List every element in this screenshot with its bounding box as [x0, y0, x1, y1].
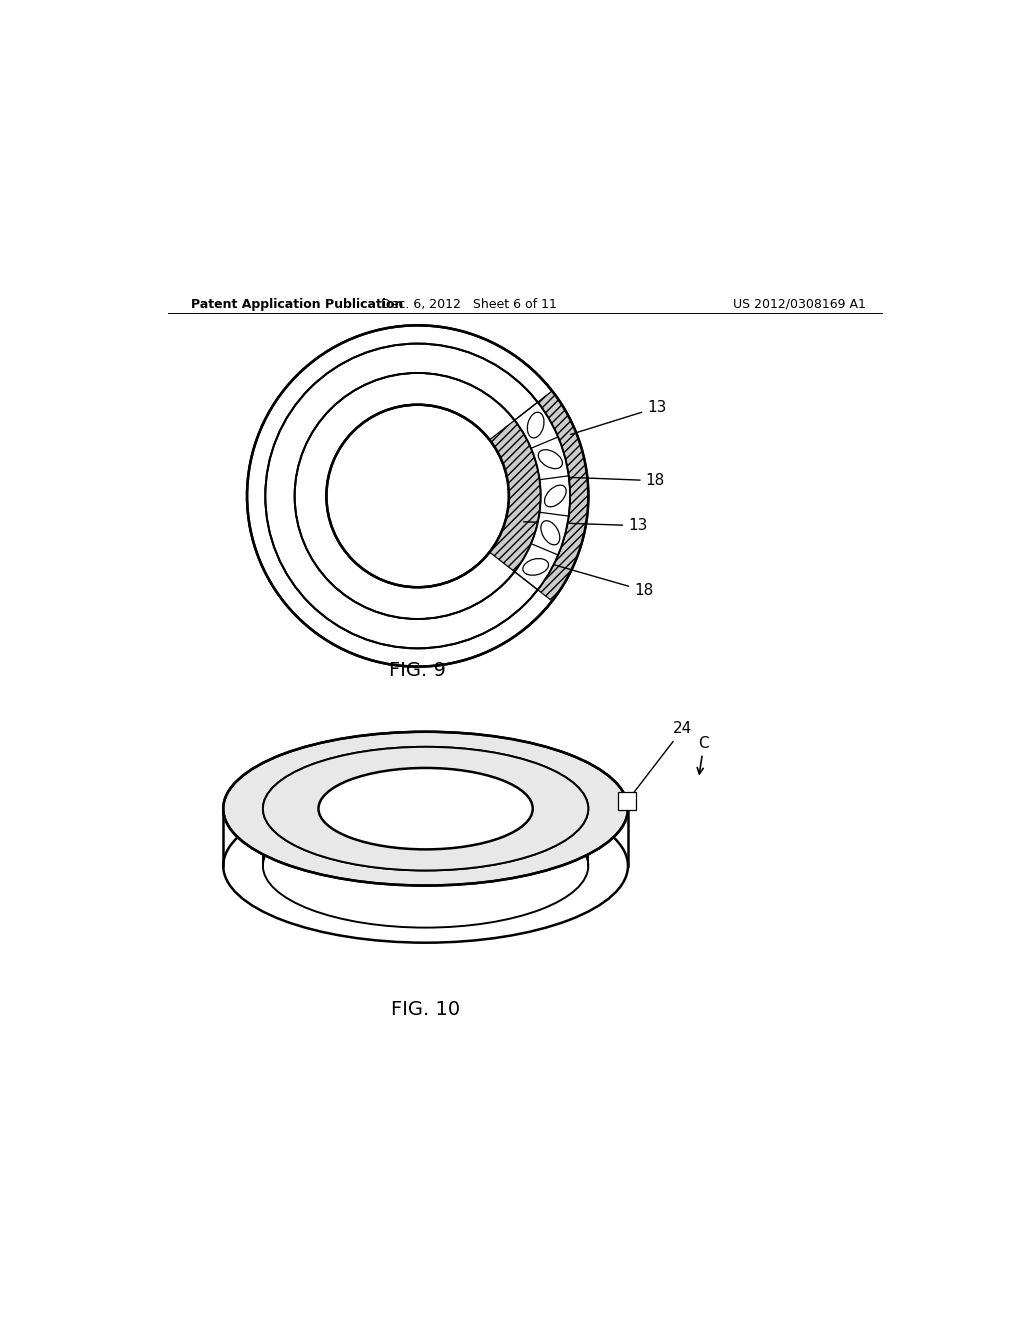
- Ellipse shape: [539, 450, 562, 469]
- Circle shape: [265, 343, 570, 648]
- Text: 13: 13: [570, 400, 667, 434]
- Text: Dec. 6, 2012   Sheet 6 of 11: Dec. 6, 2012 Sheet 6 of 11: [381, 297, 557, 310]
- Text: C: C: [697, 735, 710, 774]
- Text: FIG. 10: FIG. 10: [391, 1001, 460, 1019]
- Circle shape: [327, 405, 509, 587]
- Ellipse shape: [541, 520, 560, 545]
- Ellipse shape: [545, 486, 566, 507]
- Text: 18: 18: [542, 561, 653, 598]
- Bar: [618, 792, 636, 810]
- Ellipse shape: [263, 747, 588, 870]
- Ellipse shape: [527, 412, 544, 438]
- Ellipse shape: [223, 731, 628, 886]
- Circle shape: [295, 374, 541, 619]
- Ellipse shape: [523, 558, 549, 576]
- Ellipse shape: [263, 804, 588, 928]
- Text: Patent Application Publication: Patent Application Publication: [191, 297, 403, 310]
- Circle shape: [247, 325, 588, 667]
- Ellipse shape: [263, 747, 588, 870]
- Text: FIG. 9: FIG. 9: [389, 661, 446, 680]
- Wedge shape: [515, 403, 570, 590]
- Ellipse shape: [318, 768, 532, 849]
- Text: US 2012/0308169 A1: US 2012/0308169 A1: [733, 297, 866, 310]
- Ellipse shape: [223, 789, 628, 942]
- Text: C: C: [384, 777, 396, 820]
- Wedge shape: [538, 391, 588, 601]
- Text: 13: 13: [523, 519, 647, 533]
- Text: 24: 24: [633, 722, 692, 793]
- Text: 18: 18: [557, 474, 665, 488]
- Wedge shape: [489, 420, 541, 572]
